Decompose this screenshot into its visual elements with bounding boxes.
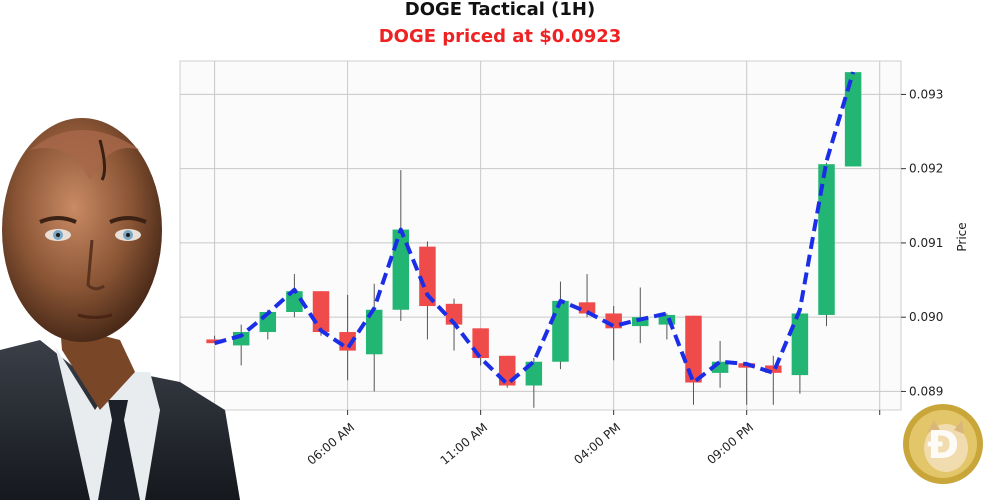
candle-up	[791, 313, 809, 376]
candle-up	[658, 314, 676, 325]
y-tick-label: 0.090	[909, 310, 943, 324]
candle-up	[286, 291, 303, 312]
candle-up	[365, 309, 383, 355]
candle-up	[392, 229, 410, 310]
candle-up	[552, 300, 569, 362]
chart-title: DOGE Tactical (1H)	[404, 0, 596, 20]
x-tick-label: 11:00 AM	[438, 420, 491, 467]
candle-up	[844, 72, 862, 167]
y-axis-label: Price	[955, 222, 969, 251]
candle-down	[445, 303, 463, 325]
android-businessman-portrait	[0, 118, 240, 500]
y-tick-label: 0.092	[909, 162, 943, 176]
x-tick-label: 06:00 AM	[305, 420, 358, 467]
candle-down	[419, 246, 436, 307]
candle-up	[632, 317, 649, 327]
candle-down	[765, 365, 782, 373]
y-tick-label: 0.091	[909, 236, 943, 250]
y-tick-label: 0.093	[909, 87, 943, 101]
candle-down	[685, 315, 702, 383]
candle-down	[312, 291, 330, 333]
x-tick-label: 04:00 PM	[571, 420, 623, 467]
y-axis: 0.089 0.090 0.091 0.092 0.093	[901, 87, 943, 398]
candle-up	[818, 164, 835, 315]
chart-subtitle: DOGE priced at $0.0923	[378, 26, 622, 47]
trend-line	[214, 71, 856, 386]
plot-area	[179, 60, 902, 411]
candle-up	[711, 361, 729, 373]
dogecoin-logo-icon: Ð	[903, 404, 983, 484]
x-tick-label: 09:00 PM	[704, 420, 756, 467]
y-tick-label: 0.089	[909, 384, 943, 398]
svg-text:Ð: Ð	[927, 423, 959, 467]
candle-down	[578, 302, 596, 314]
trend-line-layer	[214, 71, 856, 386]
